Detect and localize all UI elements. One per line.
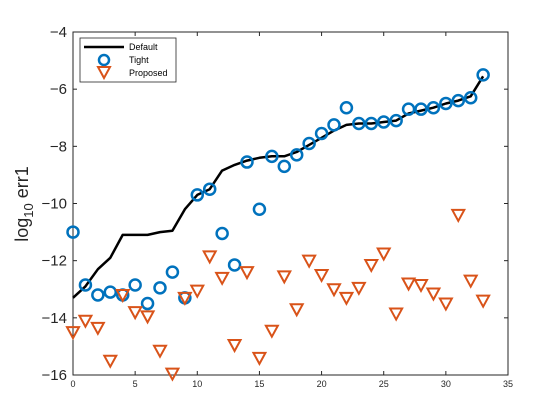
tight-point <box>426 100 441 115</box>
tight-point <box>103 285 118 299</box>
y-axis-title: log10 err1 <box>12 166 36 242</box>
legend-default-label: Default <box>129 42 158 52</box>
y-tick-label: −16 <box>42 367 67 384</box>
y-tick-label: −6 <box>50 81 67 98</box>
tight-point <box>277 159 292 174</box>
tight-point <box>78 278 93 292</box>
y-axis: −4 −6 −8 −10 −12 −14 −16 <box>42 24 508 384</box>
tight-point <box>240 155 254 169</box>
proposed-point <box>127 306 143 321</box>
tight-point <box>414 102 428 116</box>
y-tick-label: −8 <box>50 138 67 155</box>
proposed-point <box>139 310 156 325</box>
proposed-point <box>189 284 205 299</box>
proposed-point <box>475 294 491 309</box>
tight-point <box>66 225 80 239</box>
proposed-point <box>438 297 454 312</box>
tight-point <box>302 136 316 151</box>
tight-point <box>451 93 466 108</box>
proposed-point <box>326 283 342 298</box>
y-tick-label: −14 <box>42 310 67 327</box>
proposed-point <box>251 351 268 366</box>
proposed-point <box>289 303 305 318</box>
proposed-point <box>102 354 118 369</box>
y-tick-label: −10 <box>42 196 67 213</box>
tight-point <box>165 265 180 279</box>
tight-point <box>439 96 453 111</box>
legend: Default Tight Proposed <box>79 37 177 83</box>
tight-point <box>339 100 354 115</box>
legend-proposed-label: Proposed <box>129 68 168 78</box>
proposed-point <box>463 274 479 289</box>
x-axis: 0 5 10 15 20 25 30 35 <box>70 32 513 389</box>
legend-tight-marker <box>97 53 111 67</box>
proposed-point <box>164 367 181 382</box>
proposed-point <box>413 278 429 294</box>
tight-point <box>215 226 229 241</box>
tight-point <box>140 296 155 311</box>
x-tick-label: 25 <box>379 379 389 389</box>
tight-point <box>476 68 490 82</box>
y-axis-title-rest: err1 <box>12 166 32 203</box>
proposed-point <box>77 314 94 329</box>
proposed-point <box>177 291 193 306</box>
legend-tight-label: Tight <box>129 55 149 65</box>
proposed-point <box>214 271 230 286</box>
proposed-point <box>338 291 355 306</box>
proposed-point <box>276 270 292 285</box>
proposed-point <box>301 254 317 269</box>
plot-area <box>72 31 509 376</box>
tight-point <box>202 182 217 196</box>
legend-proposed-marker <box>96 66 112 81</box>
proposed-point <box>450 208 466 224</box>
tight-point <box>289 148 304 162</box>
tight-point <box>327 118 341 132</box>
x-tick-label: 20 <box>317 379 327 389</box>
y-axis-title-main: log <box>12 218 32 242</box>
series-layer <box>65 68 491 382</box>
tight-point <box>389 113 403 128</box>
x-tick-label: 35 <box>503 379 513 389</box>
proposed-point <box>400 277 417 292</box>
tight-point <box>352 116 366 131</box>
proposed-point <box>152 344 168 359</box>
tight-point <box>227 258 242 272</box>
proposed-point <box>239 266 255 281</box>
x-tick-label: 30 <box>441 379 451 389</box>
proposed-point <box>202 250 218 265</box>
tight-point <box>463 90 478 105</box>
tight-point <box>190 188 205 202</box>
x-tick-label: 15 <box>254 379 264 389</box>
tight-point <box>401 102 416 116</box>
tight-point <box>91 288 105 302</box>
proposed-point <box>65 326 81 341</box>
proposed-point <box>264 324 280 339</box>
proposed-point <box>376 247 392 262</box>
proposed-point <box>90 321 106 336</box>
proposed-point <box>115 288 131 304</box>
x-tick-label: 0 <box>70 379 75 389</box>
proposed-point <box>313 268 330 284</box>
x-tick-label: 10 <box>192 379 202 389</box>
tight-point <box>153 281 167 295</box>
proposed-point <box>363 258 379 274</box>
y-tick-label: −4 <box>50 24 67 41</box>
tight-point <box>364 116 379 131</box>
proposed-point <box>425 287 442 302</box>
proposed-point <box>351 281 367 296</box>
x-tick-label: 5 <box>133 379 138 389</box>
proposed-point <box>388 307 404 322</box>
y-tick-label: −12 <box>42 253 67 270</box>
tight-point <box>314 126 329 141</box>
tight-point <box>265 149 279 164</box>
tight-point <box>376 115 391 129</box>
tight-point <box>128 278 142 292</box>
legend-box <box>79 37 177 83</box>
proposed-point <box>226 338 243 354</box>
tight-point <box>252 202 267 216</box>
y-axis-title-subscript: 10 <box>21 203 36 217</box>
